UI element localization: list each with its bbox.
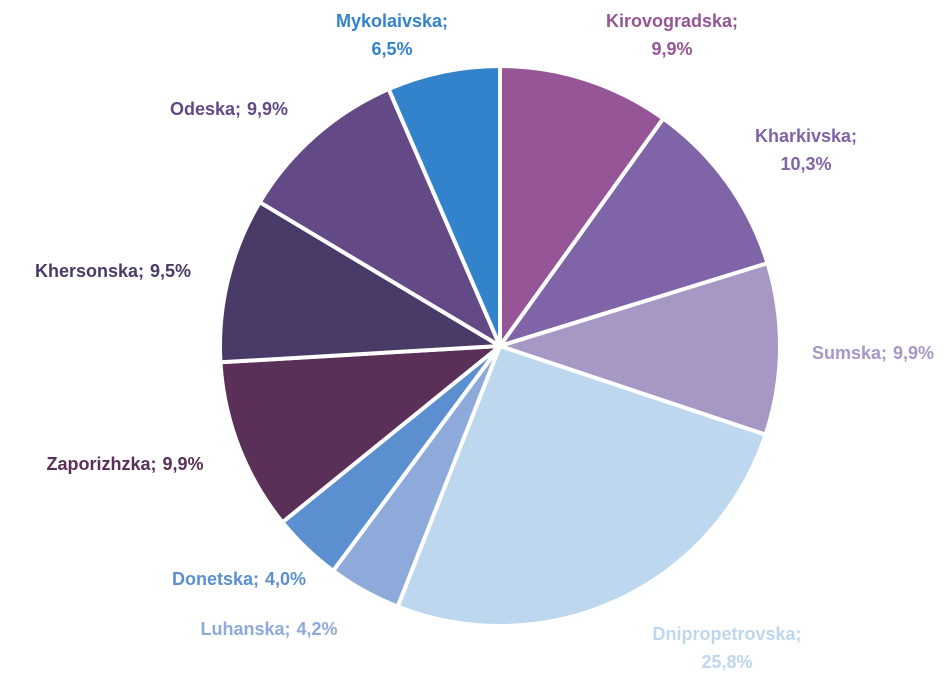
pie-slice	[395, 344, 768, 628]
slice-label-value: 9,9%	[893, 343, 934, 363]
slice-label-value: 9,9%	[162, 454, 203, 474]
pie-slice	[218, 200, 502, 365]
slice-label-name: Mykolaivska;	[336, 11, 448, 31]
slice-label-value: 10,3%	[780, 154, 831, 174]
slice-label: Sumska; 9,9%	[812, 343, 934, 363]
pie-slice	[498, 261, 782, 437]
slice-label-name: Luhanska;	[200, 619, 290, 639]
slice-label-name: Kharkivska;	[755, 126, 857, 146]
slice-label: Luhanska; 4,2%	[200, 619, 337, 639]
slice-label-name: Sumska;	[812, 343, 887, 363]
slice-label-value: 4,2%	[297, 619, 338, 639]
slice-label-name: Dnipropetrovska;	[652, 624, 801, 644]
pie-slice	[386, 64, 502, 348]
slice-label-name: Donetska;	[172, 569, 259, 589]
slice-label-value: 6,5%	[371, 39, 412, 59]
slice-label-value: 9,5%	[150, 261, 191, 281]
slice-label: Zaporizhzka; 9,9%	[46, 454, 203, 474]
slice-label-value: 9,9%	[247, 99, 288, 119]
slice-label-name: Kirovogradska;	[606, 11, 738, 31]
slice-label-name: Khersonska;	[35, 261, 144, 281]
slice-label: Khersonska; 9,5%	[35, 261, 191, 281]
pie-slice	[218, 344, 502, 525]
slice-label-value: 4,0%	[265, 569, 306, 589]
slice-label-name: Odeska;	[170, 99, 241, 119]
slice-label-value: 9,9%	[651, 39, 692, 59]
slice-label-value: 25,8%	[701, 652, 752, 672]
slice-label: Donetska; 4,0%	[172, 569, 306, 589]
slice-label-name: Zaporizhzka;	[46, 454, 156, 474]
pie-slice	[498, 116, 770, 348]
slice-label: Odeska; 9,9%	[170, 99, 288, 119]
pie-slice	[257, 87, 502, 348]
pie-slice	[498, 64, 666, 348]
